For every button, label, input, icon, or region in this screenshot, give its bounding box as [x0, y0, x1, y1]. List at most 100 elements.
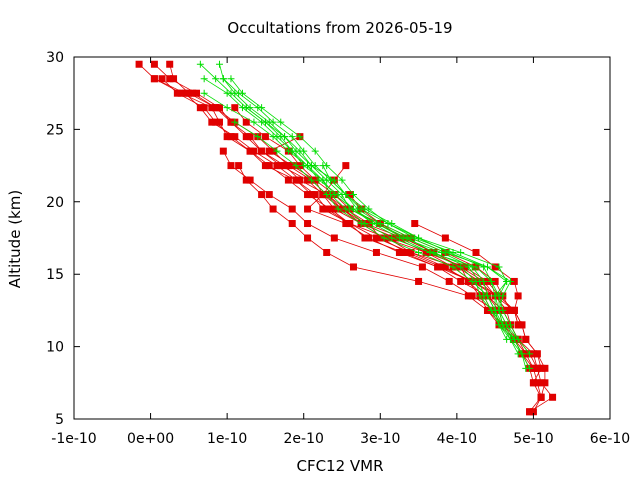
data-point [254, 133, 262, 141]
data-point [311, 191, 319, 199]
series-line [154, 78, 542, 398]
data-point [533, 364, 541, 372]
data-point [529, 364, 537, 372]
data-point [472, 263, 480, 271]
chart-title: Occultations from 2026-05-19 [227, 19, 452, 37]
series-layer [135, 60, 557, 416]
data-point [246, 176, 254, 184]
data-point [342, 162, 350, 170]
data-point [483, 263, 491, 271]
data-point [506, 321, 514, 329]
data-point [503, 277, 511, 285]
data-point [541, 379, 549, 387]
data-point [311, 176, 319, 184]
y-tick-label: 25 [46, 122, 64, 138]
data-point [215, 60, 223, 68]
data-point [223, 133, 231, 141]
data-point [529, 408, 537, 416]
data-point [246, 147, 254, 155]
data-point [514, 335, 522, 343]
data-point [284, 162, 292, 170]
data-point [212, 75, 220, 83]
data-point [415, 248, 423, 256]
data-point [533, 350, 541, 358]
data-point [215, 118, 223, 126]
series-line [230, 78, 523, 354]
data-point [219, 75, 227, 83]
data-point [231, 133, 239, 141]
series-line [138, 63, 542, 413]
data-point [307, 162, 315, 170]
series-1 [150, 60, 557, 416]
data-point [472, 248, 480, 256]
data-point [158, 75, 166, 83]
data-point [246, 133, 254, 141]
data-point [526, 408, 534, 416]
data-point [503, 306, 511, 314]
y-tick-label: 20 [46, 195, 64, 211]
series-7 [265, 133, 549, 416]
data-point [457, 277, 465, 285]
data-point [242, 176, 250, 184]
data-point [491, 292, 499, 300]
y-tick-label: 30 [46, 50, 64, 66]
data-point [418, 263, 426, 271]
data-point [258, 147, 266, 155]
data-point [196, 104, 204, 112]
data-point [227, 133, 235, 141]
data-point [327, 176, 335, 184]
data-point [526, 350, 534, 358]
axes-layer: -1e-10 0e+00 1e-10 2e-10 3e-10 4e-10 5e-10 6e-1… [46, 50, 630, 447]
x-tick-label: -1e-10 [51, 431, 96, 447]
data-point [415, 277, 423, 285]
data-point [242, 104, 250, 112]
series-line [306, 165, 542, 383]
data-point [464, 292, 472, 300]
data-point [212, 104, 220, 112]
data-point [292, 162, 300, 170]
y-axis-label: Altitude (km) [6, 190, 24, 288]
data-point [334, 191, 342, 199]
data-point [208, 118, 216, 126]
data-point [487, 277, 495, 285]
data-point [327, 205, 335, 213]
data-point [495, 263, 503, 271]
data-point [296, 133, 304, 141]
data-point [441, 234, 449, 242]
data-point [319, 191, 327, 199]
data-point [250, 118, 258, 126]
data-point [208, 104, 216, 112]
series-20 [319, 162, 534, 372]
data-point [288, 162, 296, 170]
data-point [265, 147, 273, 155]
data-point [449, 263, 457, 271]
data-point [441, 248, 449, 256]
series-16 [200, 75, 530, 372]
data-point [526, 364, 534, 372]
data-point [411, 220, 419, 228]
data-point [261, 118, 269, 126]
data-point [357, 205, 365, 213]
data-point [288, 133, 296, 141]
data-point [323, 205, 331, 213]
data-point [200, 104, 208, 112]
data-point [150, 75, 158, 83]
data-point [258, 104, 266, 112]
data-point [181, 89, 189, 97]
data-point [304, 234, 312, 242]
series-17 [227, 75, 526, 358]
data-point [342, 220, 350, 228]
x-tick-label: 3e-10 [360, 431, 400, 447]
data-point [319, 205, 327, 213]
data-point [346, 191, 354, 199]
data-point [288, 220, 296, 228]
data-point [407, 234, 415, 242]
data-point [514, 321, 522, 329]
data-point [311, 147, 319, 155]
data-point [231, 89, 239, 97]
data-point [537, 379, 545, 387]
data-point [392, 234, 400, 242]
data-point [269, 147, 277, 155]
series-18 [200, 89, 522, 343]
series-line [203, 92, 519, 340]
